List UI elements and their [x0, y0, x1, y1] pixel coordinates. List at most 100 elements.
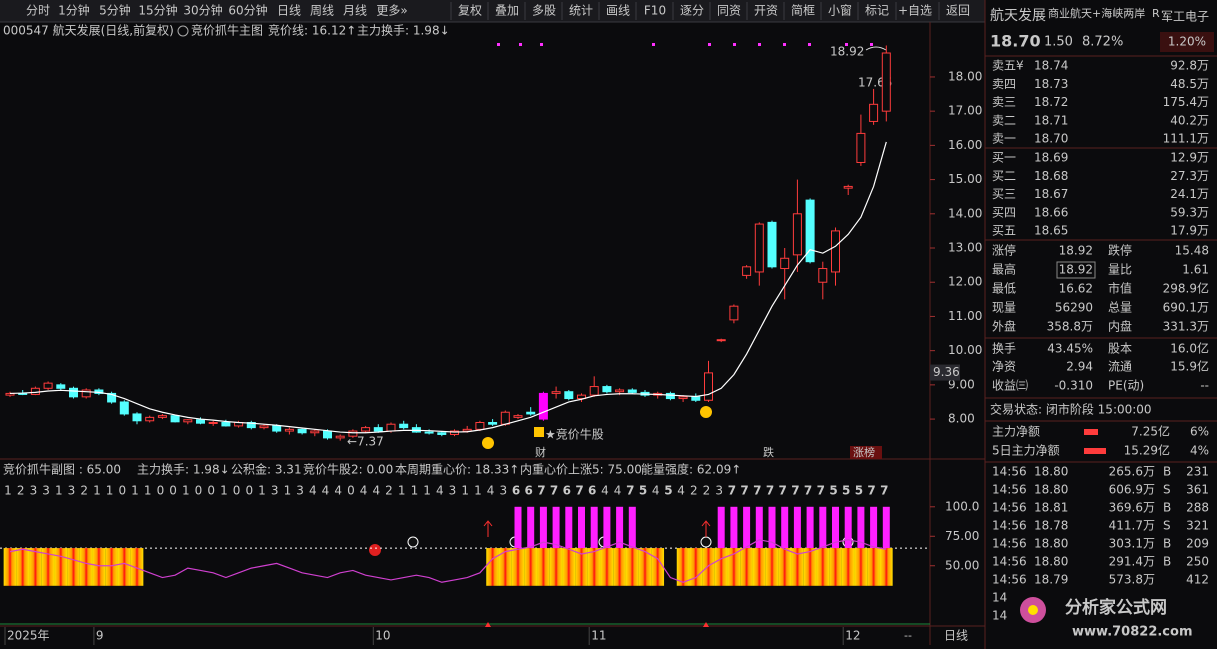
band-bar — [130, 548, 144, 586]
toolbar-button[interactable]: +自选 — [898, 4, 932, 18]
book-price: 18.69 — [1034, 151, 1068, 165]
trade-side: S — [1163, 483, 1171, 497]
candle-body — [792, 213, 802, 256]
trade-volume: 303.1万 — [1109, 537, 1155, 551]
timeframe-tab[interactable]: 1分钟 — [58, 3, 90, 18]
signal-digit: 5 — [639, 484, 647, 498]
candle-body — [729, 305, 739, 321]
trade-count: 231 — [1186, 465, 1209, 479]
candle-body — [475, 421, 485, 430]
timeframe-tab[interactable]: 月线 — [343, 4, 367, 18]
toolbar-button[interactable]: 画线 — [606, 4, 630, 18]
book-price: 18.70 — [1034, 132, 1068, 146]
toolbar-button[interactable]: 小窗 — [828, 4, 852, 18]
stat-label: 总量 — [1108, 301, 1132, 315]
timeframe-tab[interactable]: 60分钟 — [228, 3, 267, 18]
book-price: 18.71 — [1034, 113, 1068, 127]
band-bar — [486, 548, 499, 586]
toolbar-button[interactable]: 开资 — [754, 4, 778, 18]
book-volume: 59.3万 — [1170, 205, 1209, 219]
trade-volume: 291.4万 — [1109, 555, 1155, 569]
signal-digit: 7 — [550, 484, 558, 498]
band-bar — [600, 548, 614, 586]
book-price: 18.67 — [1034, 187, 1068, 201]
candle-body — [665, 392, 675, 400]
candle-body — [500, 411, 510, 425]
trade-side: B — [1163, 465, 1171, 479]
signal-digit: 4 — [614, 484, 622, 498]
trade-time: 14 — [992, 609, 1007, 623]
trade-time: 14:56 — [992, 501, 1027, 515]
flow-bar — [1084, 448, 1106, 454]
band-bar — [29, 548, 42, 586]
signal-digit: 1 — [55, 484, 63, 498]
band-bar — [511, 548, 525, 586]
candle-body — [691, 396, 701, 401]
smiley-icon — [482, 437, 494, 449]
candle-body — [742, 266, 752, 276]
signal-digit: 0 — [207, 484, 215, 498]
signal-digit: 3 — [42, 484, 50, 498]
signal-digit: 4 — [309, 484, 317, 498]
trade-side: B — [1163, 501, 1171, 515]
signal-digit: 0 — [169, 484, 177, 498]
signal-digit: 1 — [258, 484, 266, 498]
sector-box — [1160, 32, 1214, 52]
candle-body — [183, 419, 193, 423]
band-bar — [79, 548, 93, 586]
timeframe-tab[interactable]: 日线 — [277, 4, 301, 18]
candle-body — [145, 416, 155, 422]
signal-dots — [497, 43, 873, 46]
y-tick-label: 14.00 — [948, 206, 982, 220]
band-bar — [689, 548, 703, 586]
toolbar-button[interactable]: 同资 — [717, 4, 741, 18]
signal-digit: 7 — [880, 484, 888, 498]
sub-line — [9, 539, 887, 583]
trade-volume: 606.9万 — [1109, 483, 1155, 497]
band-bar — [867, 548, 880, 586]
smiley-icon — [700, 406, 712, 418]
toolbar-button[interactable]: 标记 — [865, 4, 889, 18]
toolbar-button[interactable]: 多股 — [532, 4, 556, 18]
toolbar-button[interactable]: F10 — [644, 4, 666, 18]
toolbar-button[interactable]: 返回 — [946, 4, 970, 18]
candle-body — [818, 268, 828, 283]
toolbar-button[interactable]: 逐分 — [680, 4, 704, 18]
timeframe-tab[interactable]: 5分钟 — [99, 3, 131, 18]
stat-label: 流通 — [1108, 360, 1132, 374]
y-tick-label: 13.00 — [948, 241, 982, 255]
candle-body — [754, 223, 764, 273]
x-tick-label: 12 — [845, 629, 860, 643]
band-bar — [854, 548, 868, 586]
book-label: 卖四 — [992, 77, 1016, 91]
timeframe-tab[interactable]: 更多» — [376, 4, 407, 18]
y-tick-label: 10.00 — [948, 343, 982, 357]
trade-time: 14 — [992, 591, 1007, 605]
timeframe-tab[interactable]: 30分钟 — [183, 3, 222, 18]
signal-digit: 7 — [817, 484, 825, 498]
trade-count: 288 — [1186, 501, 1209, 515]
timeframe-tab[interactable]: 分时 — [26, 4, 50, 18]
top-bar — [578, 506, 585, 549]
toolbar-button[interactable]: 叠加 — [495, 4, 519, 18]
candle-body — [450, 430, 459, 435]
toolbar-button[interactable]: 统计 — [569, 4, 593, 18]
stat-value: 56290 — [1055, 301, 1093, 315]
timeframe-tab[interactable]: 15分钟 — [138, 3, 177, 18]
x-tick-label: 9 — [96, 629, 104, 643]
signal-digit: 1 — [4, 484, 12, 498]
toolbar-button[interactable]: 简框 — [791, 4, 815, 18]
timeframe-tab[interactable]: 周线 — [310, 4, 334, 18]
signal-digit: 7 — [537, 484, 545, 498]
stat-label: 市值 — [1108, 281, 1132, 296]
signal-digit: 0 — [245, 484, 253, 498]
candle-body — [551, 391, 561, 394]
period-label: 日线 — [944, 629, 968, 643]
trade-count: 321 — [1186, 519, 1209, 533]
book-volume: 12.9万 — [1170, 151, 1209, 165]
sub-header: 能量强度: 62.09↑ — [641, 462, 741, 477]
chart-header: 主力换手: 1.98↓ — [357, 24, 450, 38]
top-bar — [781, 506, 789, 549]
book-label: 卖三 — [992, 95, 1016, 109]
toolbar-button[interactable]: 复权 — [458, 4, 482, 18]
